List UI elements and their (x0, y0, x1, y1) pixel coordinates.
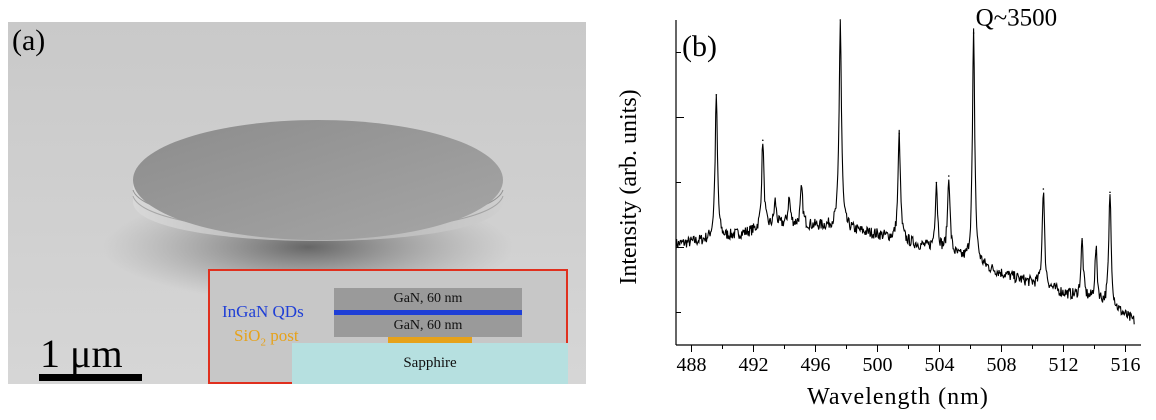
gan-bottom-label: GaN, 60 nm (393, 318, 463, 333)
post-legend-label: SiO2 post (234, 326, 299, 349)
scale-bar (39, 374, 142, 381)
panel-b-tag: (b) (682, 30, 717, 63)
spectrum-peak (762, 139, 764, 142)
qd-legend-label: InGaN QDs (222, 302, 304, 321)
sem-image-panel: (a) 1 μm Sapphire GaN, 60 nm GaN, 60 nm … (8, 22, 586, 384)
x-tick-label: 488 (677, 354, 707, 376)
x-tick-label: 516 (1111, 354, 1141, 376)
spectrum-peak (1109, 191, 1111, 194)
spectrum-peak (1081, 240, 1083, 242)
x-tick-label: 504 (925, 354, 955, 376)
disk-top (133, 120, 503, 240)
gan-top-layer: GaN, 60 nm (334, 288, 522, 310)
spectrum-chart: 488 492 496 500 504 508 512 516 (b) Q~3500 Wave… (616, 4, 1141, 410)
gan-top-label: GaN, 60 nm (393, 291, 463, 306)
sapphire-label: Sapphire (403, 355, 457, 371)
spectrum-chart-panel: 488 492 496 500 504 508 512 516 (b) Q~3500 Wave… (600, 0, 1156, 415)
sapphire-layer: Sapphire (292, 343, 568, 384)
spectrum-peak (898, 132, 900, 135)
panel-a-tag: (a) (12, 24, 46, 57)
x-tick-label: 508 (987, 354, 1017, 376)
spectrum-peak (972, 32, 975, 34)
scale-bar-label: 1 μm (40, 331, 123, 376)
spectrum-peak (800, 188, 803, 190)
spectrum-peak (774, 201, 776, 203)
x-tick-label: 500 (863, 354, 893, 376)
spectrum-peak (715, 93, 718, 96)
spectrum-peak (839, 19, 842, 21)
spectrum-peak (1042, 188, 1045, 190)
x-tick-label: 496 (801, 354, 831, 376)
spectrum-peak (935, 181, 938, 184)
spectrum-peak (1095, 249, 1097, 252)
x-tick-label: 512 (1049, 354, 1079, 376)
spectrum-line (675, 20, 1135, 325)
spectrum-peak (948, 175, 950, 177)
y-axis-label: Intensity (arb. units) (616, 89, 642, 284)
q-factor-annotation: Q~3500 (976, 4, 1058, 31)
spectrum-peak (788, 197, 790, 200)
x-tick-label: 492 (739, 354, 769, 376)
gan-bottom-layer: GaN, 60 nm (334, 315, 522, 337)
ingan-qd-layer (334, 310, 522, 315)
layer-schematic-inset: Sapphire GaN, 60 nm GaN, 60 nm InGaN QDs… (208, 269, 568, 384)
x-axis-label: Wavelength (nm) (807, 384, 989, 410)
sio2-post (388, 337, 472, 343)
